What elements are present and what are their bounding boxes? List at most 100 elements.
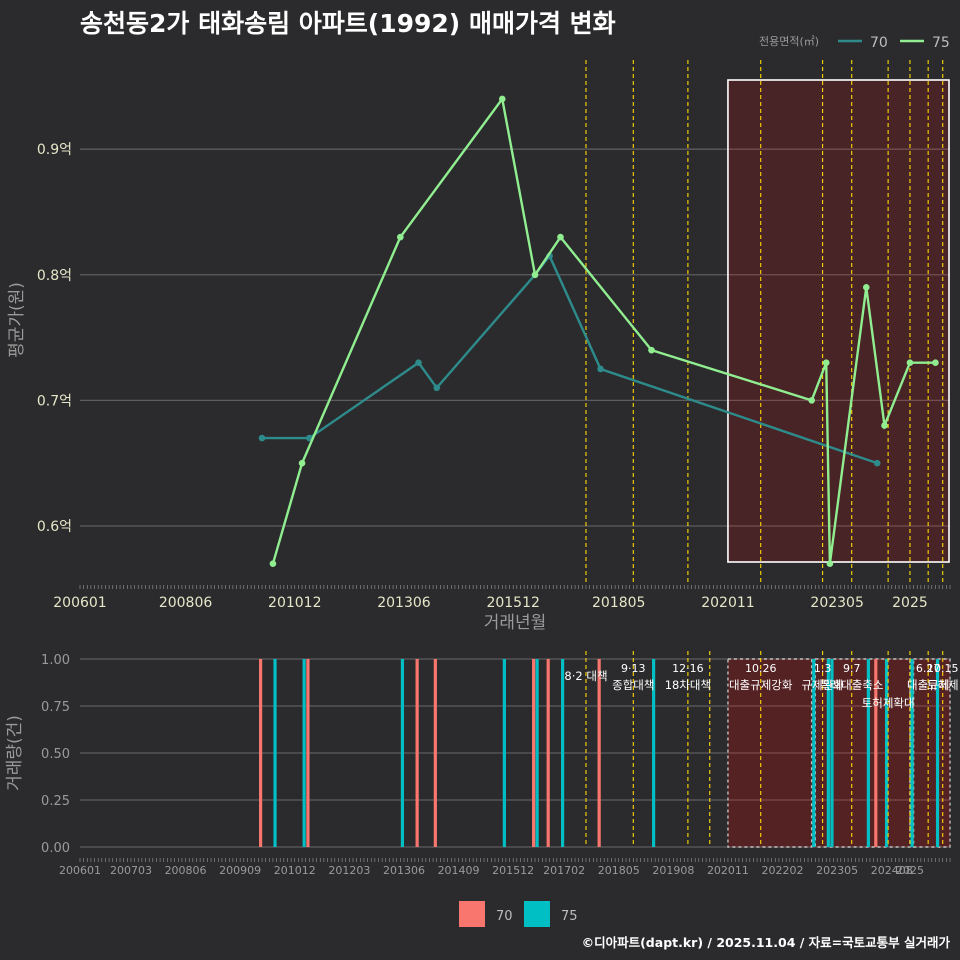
x-tick-label: 202011 xyxy=(701,595,754,611)
x-tick-label: 201306 xyxy=(377,595,431,611)
volume-bar-75 xyxy=(935,659,940,847)
x-tick-label: 202305 xyxy=(810,595,863,611)
volume-bar-70 xyxy=(259,659,263,847)
data-point-75 xyxy=(269,560,277,567)
x-tick-label-bottom: 200601 xyxy=(59,864,101,877)
volume-bar-70 xyxy=(433,659,437,847)
data-point-75 xyxy=(531,271,539,279)
policy-date: 10.15 xyxy=(927,662,959,675)
y-tick-label-bottom: 0.75 xyxy=(41,700,70,715)
policy-name: 토허제확대 xyxy=(862,696,915,710)
x-tick-label-bottom: 201409 xyxy=(438,864,480,877)
volume-bar-75 xyxy=(812,659,816,847)
shaded-period xyxy=(912,658,951,848)
y-axis-title-bottom: 거래량(건) xyxy=(5,715,25,791)
policy-name: 규제완화 xyxy=(801,678,844,692)
volume-bar-75 xyxy=(884,659,889,847)
shaded-period xyxy=(727,658,813,848)
y-tick-label-bottom: 0.25 xyxy=(41,794,70,809)
data-point-70 xyxy=(415,359,422,367)
y-tick-label-bottom: 0.00 xyxy=(41,841,70,856)
legend-swatch-75-bottom xyxy=(524,901,550,927)
data-point-75 xyxy=(862,284,870,291)
policy-name: 대출규제강화 xyxy=(729,678,793,692)
legend-label-70-bottom: 70 xyxy=(496,909,513,924)
volume-bar-70 xyxy=(532,659,536,847)
policy-date: 6.27 xyxy=(916,662,941,675)
volume-bar-75 xyxy=(502,659,506,847)
policy-name: 종합대책 xyxy=(612,678,654,692)
x-tick-label-bottom: 200703 xyxy=(110,864,152,877)
data-point-70 xyxy=(597,365,604,373)
data-point-70 xyxy=(258,434,266,442)
x-tick-label-bottom: 202408 xyxy=(871,864,913,877)
x-tick-label-bottom: 201012 xyxy=(274,864,316,877)
volume-bar-75 xyxy=(826,659,830,847)
policy-name: 8·2 대책 xyxy=(564,669,607,683)
volume-bar-75 xyxy=(400,659,405,847)
legend-swatch-70-bottom xyxy=(459,901,485,927)
x-tick-label-bottom: 201702 xyxy=(543,864,585,877)
data-point-75 xyxy=(808,397,815,404)
x-tick-label: 200601 xyxy=(53,595,106,611)
y-axis-title: 평균가(원) xyxy=(7,282,27,358)
policy-name: 특례대출축소 xyxy=(820,678,883,692)
volume-bar-70 xyxy=(597,659,601,847)
data-point-75 xyxy=(826,560,834,567)
y-tick-label-bottom: 1.00 xyxy=(41,653,70,668)
volume-bar-70 xyxy=(874,659,878,847)
data-point-70 xyxy=(433,384,441,392)
y-tick-label-bottom: 0.50 xyxy=(41,747,70,762)
volume-bar-75 xyxy=(910,659,914,847)
x-tick-label-bottom: 201512 xyxy=(492,864,534,877)
volume-bar-70 xyxy=(415,659,419,847)
policy-name: 토허제 xyxy=(927,678,959,692)
data-point-75 xyxy=(298,459,306,467)
highlight-region xyxy=(727,79,950,563)
data-point-75 xyxy=(397,233,404,241)
data-point-75 xyxy=(881,422,888,429)
x-tick-label: 201805 xyxy=(592,595,645,611)
y-tick-label: 0.8억 xyxy=(37,268,72,284)
legend-label-75: 75 xyxy=(932,35,950,51)
legend-title: 전용면적(㎡) xyxy=(759,35,819,48)
policy-date: 12·16 xyxy=(672,662,704,675)
x-tick-label-bottom: 200909 xyxy=(219,864,261,877)
series-line-75 xyxy=(271,96,936,564)
volume-bar-75 xyxy=(535,659,539,847)
volume-bar-75 xyxy=(273,659,277,847)
data-point-75 xyxy=(822,359,830,367)
chart-title: 송천동2가 태화송림 아파트(1992) 매매가격 변화 xyxy=(80,9,616,38)
legend-label-75-bottom: 75 xyxy=(561,909,578,924)
policy-date: 9·13 xyxy=(621,662,646,675)
x-tick-label-bottom: 202202 xyxy=(762,864,804,877)
policy-date: 10.26 xyxy=(745,662,777,675)
data-point-75 xyxy=(498,95,506,103)
series-line-70 xyxy=(262,253,878,465)
volume-bar-75 xyxy=(302,659,306,847)
y-tick-label: 0.7억 xyxy=(37,393,72,409)
volume-bar-75 xyxy=(652,659,656,847)
policy-date: 9.7 xyxy=(843,662,861,675)
x-tick-label-bottom: 201908 xyxy=(652,864,694,877)
x-tick-label-bottom: 201306 xyxy=(383,864,425,877)
volume-bar-70 xyxy=(306,659,310,847)
x-tick-label-bottom: 2025 xyxy=(896,864,924,877)
data-point-75 xyxy=(932,359,939,367)
y-tick-label: 0.9억 xyxy=(37,142,72,158)
x-tick-label-bottom: 202305 xyxy=(816,864,858,877)
legend-label-70: 70 xyxy=(870,35,888,51)
x-tick-label-bottom: 202011 xyxy=(707,864,749,877)
x-tick-label: 200806 xyxy=(159,595,213,611)
data-point-75 xyxy=(557,233,564,241)
x-tick-label-bottom: 201805 xyxy=(598,864,640,877)
x-tick-label: 201012 xyxy=(268,595,321,611)
data-point-75 xyxy=(906,359,914,367)
x-tick-label: 2025 xyxy=(892,595,928,611)
policy-name: 대출규제 xyxy=(907,678,949,692)
volume-bar-75 xyxy=(830,659,834,847)
x-tick-label-bottom: 200806 xyxy=(165,864,207,877)
policy-name: 18차대책 xyxy=(665,678,711,692)
policy-date: 1.3 xyxy=(814,662,832,675)
